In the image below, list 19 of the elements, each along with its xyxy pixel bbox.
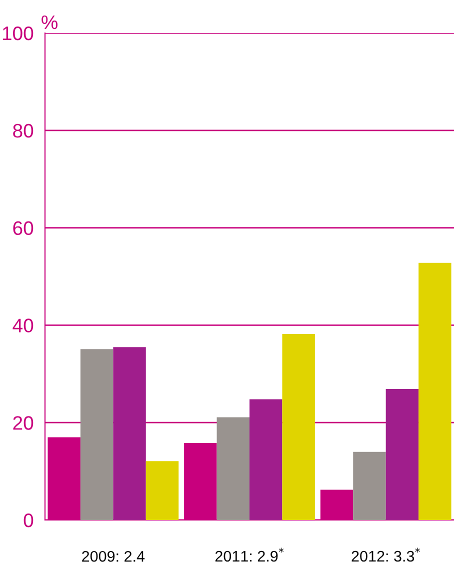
y-tick-label: 20 — [13, 416, 34, 430]
bar — [146, 461, 179, 520]
bar — [113, 347, 146, 520]
bar — [386, 388, 419, 520]
bar — [353, 452, 386, 520]
x-tick-label: 2009: 2.4 — [82, 550, 145, 562]
y-tick-label: 80 — [13, 124, 34, 138]
bar — [216, 417, 250, 520]
bar — [80, 349, 114, 520]
y-axis-title: % — [42, 15, 58, 30]
y-tick-label: 0 — [24, 513, 34, 528]
y-tick-label: 100 — [2, 26, 34, 40]
y-tick-label: 40 — [12, 318, 34, 332]
x-tick-label: 2012: 3.3$^{*}$ — [352, 548, 420, 562]
bar — [282, 334, 315, 520]
bar — [418, 262, 452, 520]
bar — [250, 399, 282, 520]
x-tick-label: 2011: 2.9$^{*}$ — [215, 548, 284, 562]
y-tick-label: 60 — [13, 221, 34, 236]
